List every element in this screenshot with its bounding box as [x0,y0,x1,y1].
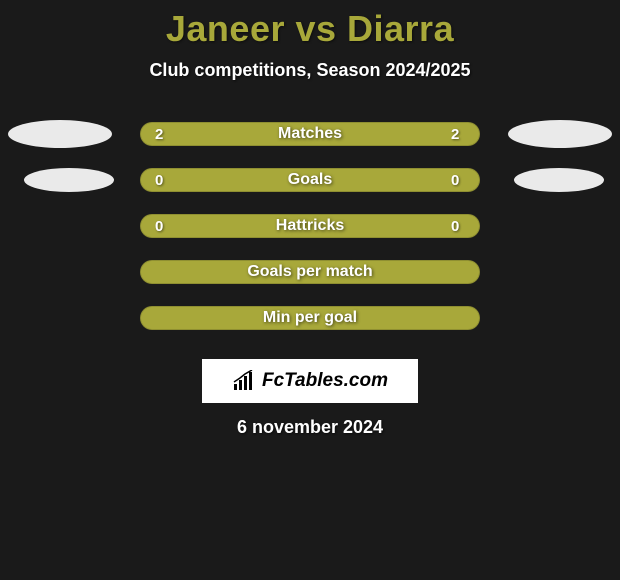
stat-label: Goals per match [247,263,372,281]
right-value: 0 [451,218,465,235]
stat-bar: Min per goal [140,306,480,330]
stat-label: Min per goal [263,309,357,327]
left-value: 2 [155,126,169,143]
logo-text: FcTables.com [262,370,388,392]
stat-bar: 2 Matches 2 [140,122,480,146]
right-badge [514,168,604,192]
stat-row-min-per-goal: Min per goal [0,295,620,341]
stat-label: Matches [278,125,342,143]
stat-bar: 0 Goals 0 [140,168,480,192]
left-value: 0 [155,218,169,235]
subtitle: Club competitions, Season 2024/2025 [0,60,620,81]
chart-icon [232,370,258,392]
left-badge [8,120,112,148]
stat-label: Goals [288,171,332,189]
source-logo[interactable]: FcTables.com [202,359,418,403]
stat-row-hattricks: 0 Hattricks 0 [0,203,620,249]
right-value: 0 [451,172,465,189]
stat-row-goals-per-match: Goals per match [0,249,620,295]
stat-bar: 0 Hattricks 0 [140,214,480,238]
stat-row-goals: 0 Goals 0 [0,157,620,203]
stat-row-matches: 2 Matches 2 [0,111,620,157]
right-value: 2 [451,126,465,143]
left-value: 0 [155,172,169,189]
right-badge [508,120,612,148]
stat-bar: Goals per match [140,260,480,284]
left-badge [24,168,114,192]
date-label: 6 november 2024 [0,417,620,438]
comparison-widget: Janeer vs Diarra Club competitions, Seas… [0,0,620,438]
page-title: Janeer vs Diarra [0,8,620,50]
stat-label: Hattricks [276,217,344,235]
